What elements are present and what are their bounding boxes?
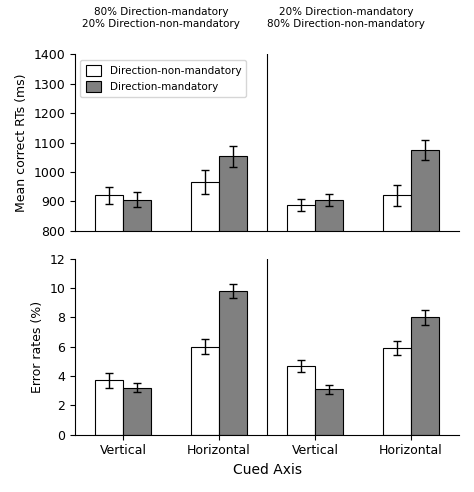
Bar: [411, 317, 439, 435]
Bar: [191, 347, 219, 435]
Y-axis label: Error rates (%): Error rates (%): [31, 301, 44, 393]
Bar: [95, 195, 123, 465]
Bar: [287, 205, 315, 465]
Bar: [95, 380, 123, 435]
Bar: [219, 291, 247, 435]
Bar: [123, 388, 151, 435]
Text: 20% Direction-mandatory
80% Direction-non-mandatory: 20% Direction-mandatory 80% Direction-no…: [267, 7, 425, 29]
Bar: [411, 150, 439, 465]
Bar: [191, 182, 219, 465]
Bar: [287, 366, 315, 435]
Bar: [123, 200, 151, 465]
Bar: [315, 200, 343, 465]
Bar: [315, 389, 343, 435]
Y-axis label: Mean correct RTs (ms): Mean correct RTs (ms): [15, 73, 28, 212]
Bar: [219, 156, 247, 465]
Legend: Direction-non-mandatory, Direction-mandatory: Direction-non-mandatory, Direction-manda…: [81, 60, 246, 97]
X-axis label: Cued Axis: Cued Axis: [233, 463, 301, 477]
Bar: [383, 195, 411, 465]
Bar: [383, 348, 411, 435]
Text: 80% Direction-mandatory
20% Direction-non-mandatory: 80% Direction-mandatory 20% Direction-no…: [82, 7, 240, 29]
